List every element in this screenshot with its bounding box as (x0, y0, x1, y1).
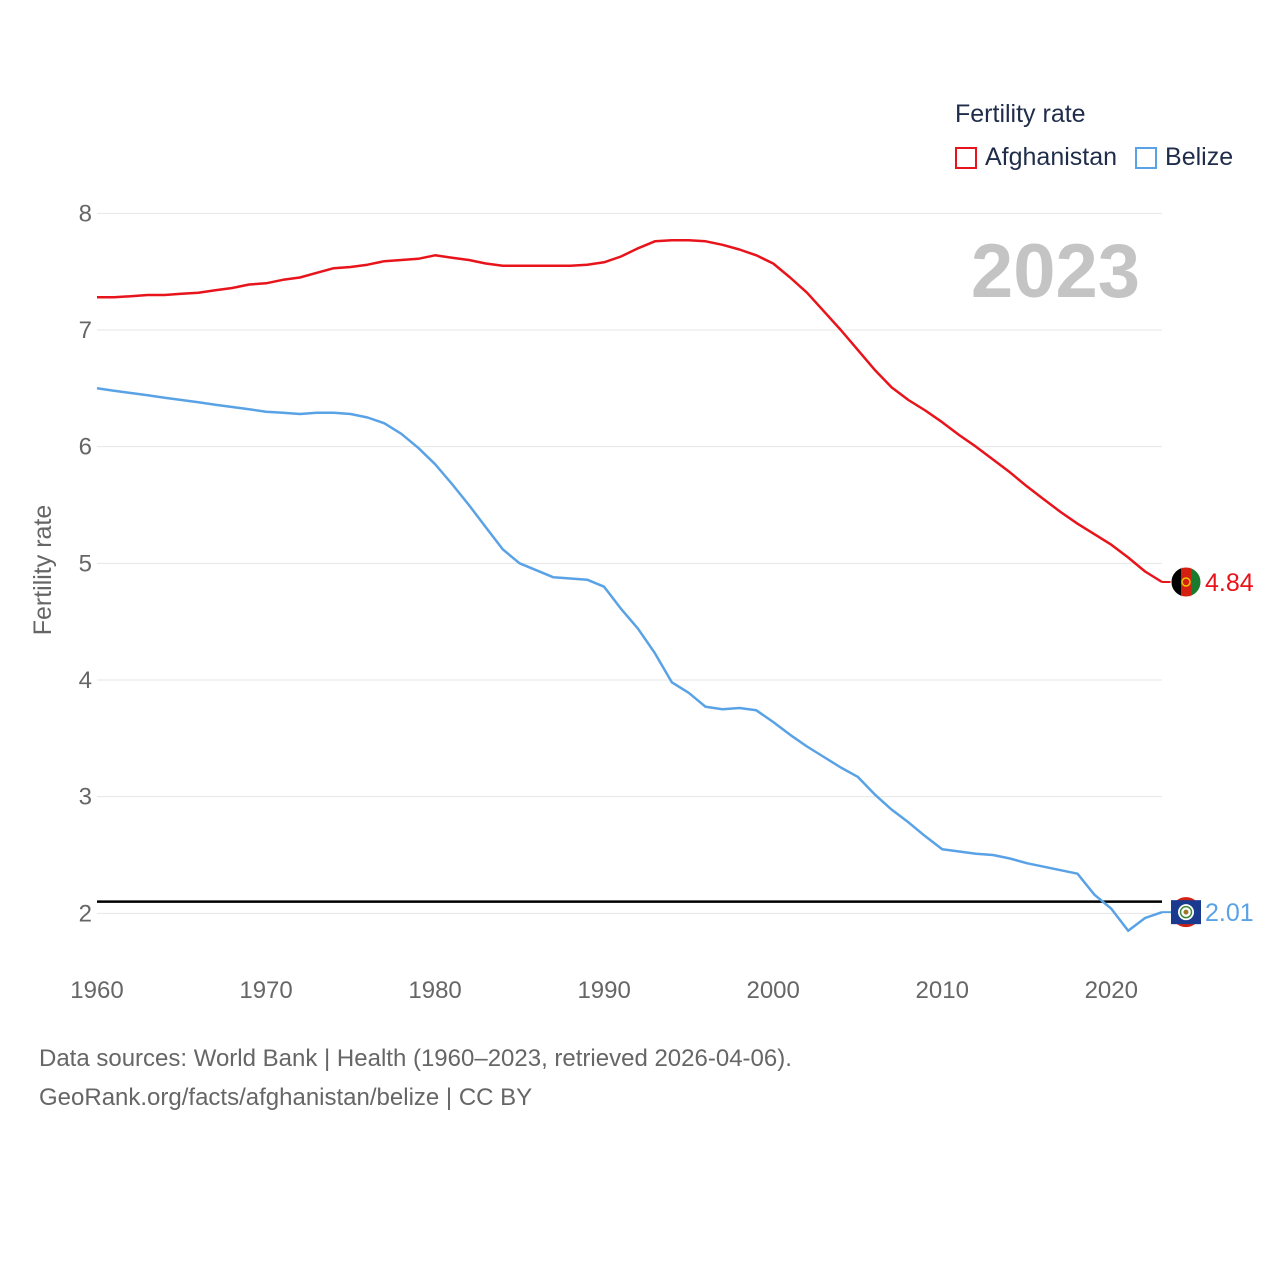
end-value-label-afghanistan: 4.84 (1205, 569, 1254, 597)
x-tick-label-2010: 2010 (916, 977, 969, 1004)
y-tick-label-7: 7 (79, 317, 92, 344)
end-value-label-belize: 2.01 (1205, 899, 1254, 927)
flag-afghanistan-green-stripe (1191, 567, 1201, 597)
y-tick-label-4: 4 (79, 667, 92, 694)
legend-label-belize: Belize (1165, 143, 1234, 171)
legend: Afghanistan Belize (955, 143, 1251, 172)
flag-afghanistan-black-stripe (1171, 567, 1181, 597)
flag-afghanistan-rim (1170, 566, 1202, 598)
legend-swatch-belize (1135, 146, 1158, 169)
x-tick-label-1960: 1960 (70, 977, 123, 1004)
x-tick-label-1980: 1980 (408, 977, 461, 1004)
legend-item-belize[interactable]: Belize (1135, 143, 1233, 172)
year-label: 2023 (970, 229, 1140, 314)
flag-afghanistan-red-stripe (1181, 567, 1191, 597)
x-tick-label-1970: 1970 (239, 977, 292, 1004)
y-tick-label-5: 5 (79, 550, 92, 577)
y-tick-label-6: 6 (79, 434, 92, 461)
x-tick-label-2020: 2020 (1085, 977, 1138, 1004)
y-tick-label-3: 3 (79, 784, 92, 811)
x-tick-label-1990: 1990 (577, 977, 630, 1004)
x-tick-label-2000: 2000 (746, 977, 799, 1004)
legend-item-afghanistan[interactable]: Afghanistan (955, 143, 1117, 172)
y-tick-label-8: 8 (79, 200, 92, 227)
legend-swatch-afghanistan (955, 146, 977, 169)
footer-sources[interactable]: Data sources: World Bank | Health (1960–… (39, 1045, 792, 1072)
legend-title: Fertility rate (955, 100, 1086, 128)
footer-attribution[interactable]: GeoRank.org/facts/afghanistan/belize | C… (39, 1084, 533, 1111)
legend-label-afghanistan: Afghanistan (985, 143, 1118, 171)
flag-afghanistan-emblem (1181, 577, 1191, 587)
y-axis-title: Fertility rate (29, 505, 57, 636)
flag-belize-shield (1183, 909, 1189, 915)
flag-belize-wreath (1179, 905, 1193, 919)
y-tick-label-2: 2 (79, 900, 92, 927)
series-line-afghanistan (97, 238, 1163, 584)
series-line-belize (96, 387, 1163, 933)
